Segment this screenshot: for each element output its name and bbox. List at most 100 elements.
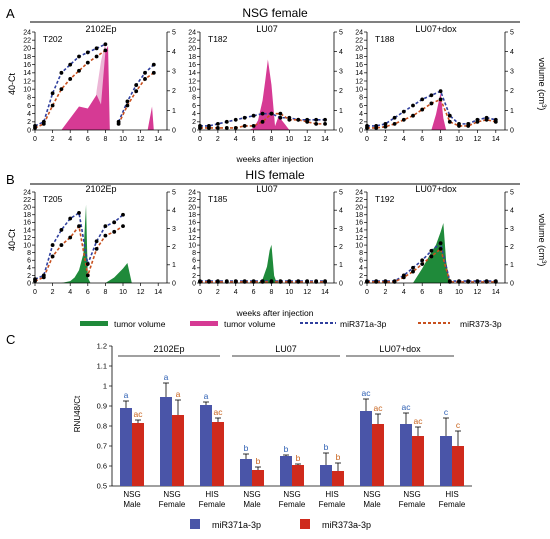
volume-area xyxy=(61,204,132,283)
data-point xyxy=(401,117,406,122)
bar xyxy=(120,408,132,486)
x-tick-label: 6 xyxy=(420,289,424,296)
y-tick-label: 20 xyxy=(355,205,363,212)
y2-tick-label: 2 xyxy=(172,244,176,251)
y-tick-label: 14 xyxy=(188,70,196,77)
y2-tick-label: 0 xyxy=(339,127,343,134)
y2-tick-label: 1 xyxy=(172,108,176,115)
bar-y-tick-label: 0.8 xyxy=(97,422,107,431)
y-tick-label: 14 xyxy=(188,227,196,234)
y-tick-label: 22 xyxy=(188,38,196,45)
data-point xyxy=(68,77,73,81)
y-tick-label: 10 xyxy=(188,242,196,249)
bar-category-label-line: NSG xyxy=(123,490,140,499)
y-tick-label: 10 xyxy=(355,242,363,249)
y-tick-label: 20 xyxy=(188,205,196,212)
bar-y-tick-label: 1.1 xyxy=(97,362,107,371)
y-tick-label: 4 xyxy=(359,265,363,272)
x-tick-label: 8 xyxy=(103,136,107,143)
y2-tick-label: 4 xyxy=(510,208,514,215)
mouse-label: T205 xyxy=(43,194,63,204)
x-tick-label: 0 xyxy=(365,289,369,296)
mouse-label: T192 xyxy=(375,194,395,204)
y2-tick-label: 3 xyxy=(339,226,343,233)
y-tick-label: 6 xyxy=(359,103,363,110)
x-tick-label: 4 xyxy=(234,289,238,296)
chart-title: 2102Ep xyxy=(85,184,116,194)
data-point xyxy=(383,121,388,126)
data-point xyxy=(484,117,489,122)
x-tick-label: 4 xyxy=(234,136,238,143)
x-tick-label: 10 xyxy=(455,136,463,143)
data-point xyxy=(296,117,301,122)
y-tick-label: 2 xyxy=(359,273,363,280)
y-tick-label: 24 xyxy=(23,189,31,196)
y2-tick-label: 1 xyxy=(339,262,343,269)
x-tick-label: 8 xyxy=(439,289,443,296)
stat-letter: ac xyxy=(374,403,384,413)
data-point xyxy=(85,60,90,65)
x-tick-label: 4 xyxy=(402,289,406,296)
stat-letter: a xyxy=(204,391,209,401)
data-point xyxy=(50,103,55,108)
y-tick-label: 4 xyxy=(27,111,31,118)
y2-tick-label: 3 xyxy=(172,226,176,233)
x-tick-label: 14 xyxy=(492,289,500,296)
x-tick-label: 8 xyxy=(103,289,107,296)
panel-label-a: A xyxy=(6,6,15,21)
data-point xyxy=(429,93,434,98)
y2-tick-label: 5 xyxy=(172,189,176,196)
y-tick-label: 6 xyxy=(192,258,196,265)
volume-area xyxy=(431,92,447,130)
stat-letter: ac xyxy=(362,388,372,398)
data-point xyxy=(411,103,415,108)
data-point xyxy=(429,101,434,106)
data-point xyxy=(215,126,220,130)
bar xyxy=(320,465,332,486)
data-point xyxy=(143,77,147,81)
data-point xyxy=(305,119,310,124)
x-tick-label: 14 xyxy=(492,136,500,143)
data-point xyxy=(94,46,99,51)
bar-category-label-line: Female xyxy=(319,500,346,509)
y2-tick-label: 5 xyxy=(510,189,514,196)
x-tick-label: 4 xyxy=(68,136,72,143)
data-point xyxy=(466,124,471,128)
x-tick-label: 12 xyxy=(474,289,482,296)
y-tick-label: 18 xyxy=(188,54,196,61)
data-point xyxy=(314,121,319,126)
bar-category-label: HIS Female xyxy=(439,490,466,509)
bar-category-label-line: Male xyxy=(243,500,261,509)
bar-category-label-line: Female xyxy=(199,500,226,509)
mouse-label: T185 xyxy=(208,194,228,204)
data-point xyxy=(374,126,379,130)
series-line xyxy=(200,112,326,127)
x-tick-label: 10 xyxy=(455,289,463,296)
y-tick-label: 6 xyxy=(359,258,363,265)
data-point xyxy=(287,117,292,122)
y-tick-label: 16 xyxy=(23,62,31,69)
data-point xyxy=(143,70,147,75)
data-point xyxy=(457,124,461,128)
data-point xyxy=(207,126,211,130)
y-tick-label: 4 xyxy=(27,265,31,272)
stat-letter: ac xyxy=(134,409,144,419)
data-point xyxy=(269,111,274,116)
y2-tick-label: 4 xyxy=(339,208,343,215)
legend-bottom: miR371a-3p miR373a-3p xyxy=(190,519,371,530)
data-point xyxy=(401,275,406,280)
row-title-his: HIS female xyxy=(245,168,305,182)
data-point xyxy=(103,42,108,47)
data-point xyxy=(224,126,229,130)
bar-y-axis-label: RNU48/Ct xyxy=(73,395,82,432)
y-tick-label: 0 xyxy=(27,280,31,287)
y2-tick-label: 2 xyxy=(510,244,514,251)
bar-y-tick-label: 1 xyxy=(103,382,107,391)
y2-tick-label: 5 xyxy=(339,189,343,196)
data-point xyxy=(94,54,99,59)
data-point xyxy=(323,121,327,126)
